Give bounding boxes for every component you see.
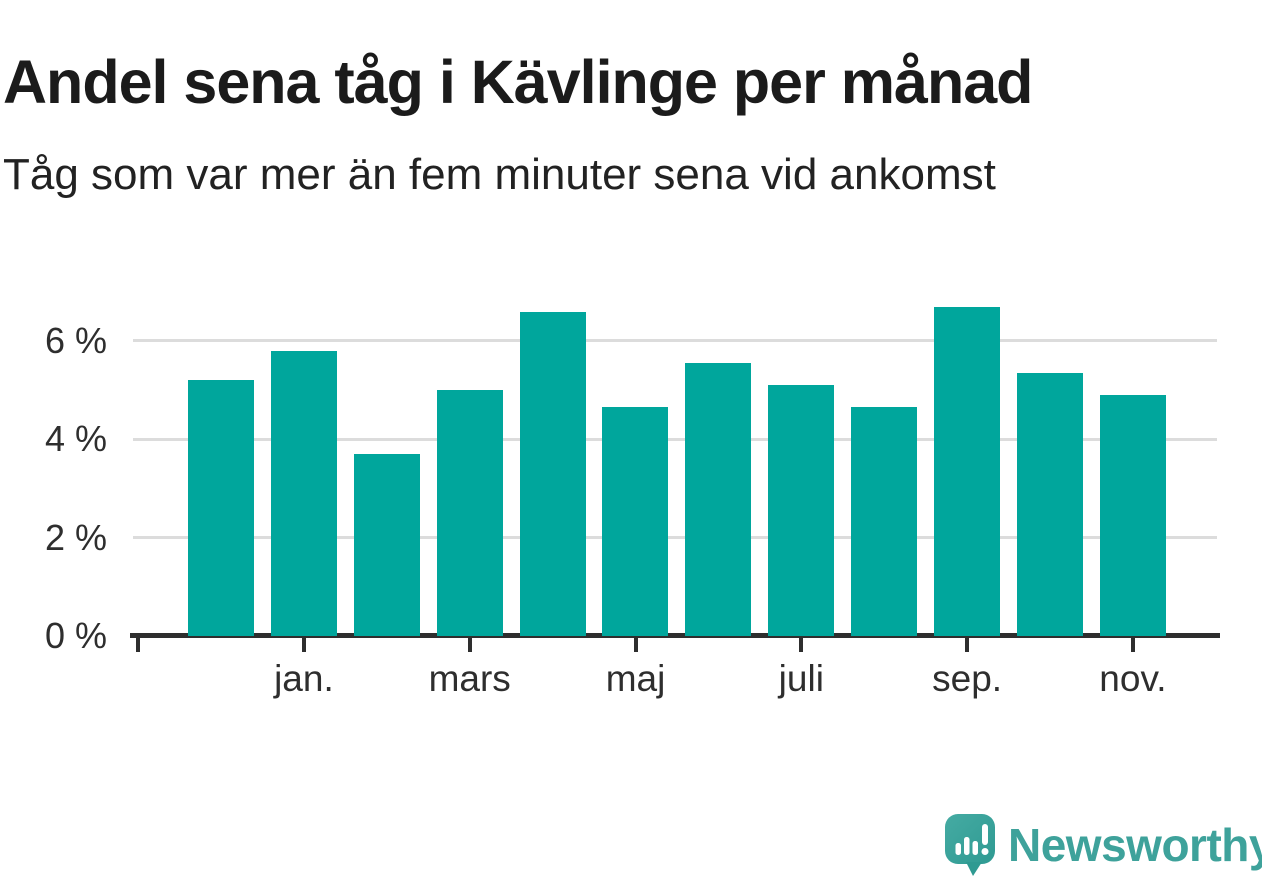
x-axis-tick <box>965 638 970 652</box>
x-axis-tick <box>1130 638 1135 652</box>
y-axis-label: 4 % <box>44 418 107 460</box>
bar-8 <box>768 385 835 636</box>
x-axis-label: maj <box>605 658 666 699</box>
bars-container <box>133 287 1217 636</box>
logo-exclamation-bar <box>982 824 988 845</box>
x-axis-tick <box>301 638 306 652</box>
logo-bubble-tail <box>966 862 982 876</box>
gridline-2-percent <box>133 536 1217 540</box>
x-axis-line <box>130 633 1220 638</box>
newsworthy-logo-icon <box>945 814 995 876</box>
bar-3 <box>353 454 420 636</box>
bar-6 <box>602 407 669 636</box>
x-axis-tick <box>633 638 638 652</box>
logo-exclamation-dot <box>981 848 989 855</box>
x-axis-label: sep. <box>932 658 1003 699</box>
x-axis-label: jan. <box>274 658 334 699</box>
y-axis-label: 6 % <box>44 319 107 361</box>
newsworthy-wordmark: Newsworthy <box>1008 819 1262 871</box>
chart-subtitle: Tåg som var mer än fem minuter sena vid … <box>3 150 996 199</box>
bar-5 <box>519 311 586 636</box>
x-axis-label: nov. <box>1099 658 1167 699</box>
gridline-6-percent <box>133 339 1217 343</box>
logo-bar-1 <box>955 843 961 855</box>
x-axis-tick <box>467 638 472 652</box>
x-axis-label: mars <box>428 658 511 699</box>
x-axis-tick <box>136 638 141 652</box>
bar-7 <box>685 363 752 636</box>
bar-4 <box>436 390 503 636</box>
bar-10 <box>934 306 1001 636</box>
bar-9 <box>851 407 918 636</box>
x-axis-label: juli <box>778 658 824 699</box>
bar-11 <box>1016 372 1083 636</box>
chart-title: Andel sena tåg i Kävlinge per månad <box>3 47 1033 116</box>
logo-bar-2 <box>964 837 970 855</box>
bar-12 <box>1099 395 1166 636</box>
logo-bar-3 <box>972 841 978 855</box>
plot-area: 0 % 2 % 4 % 6 % jan. mars maj juli sep. nov. <box>45 287 1220 699</box>
bar-1 <box>188 380 254 636</box>
bar-2 <box>270 350 337 636</box>
x-axis-tick <box>799 638 804 652</box>
y-axis-label: 0 % <box>44 615 107 656</box>
gridline-4-percent <box>133 437 1217 441</box>
y-axis-label: 2 % <box>44 516 107 558</box>
